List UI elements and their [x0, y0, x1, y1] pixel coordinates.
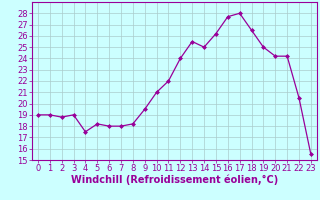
X-axis label: Windchill (Refroidissement éolien,°C): Windchill (Refroidissement éolien,°C) — [71, 175, 278, 185]
